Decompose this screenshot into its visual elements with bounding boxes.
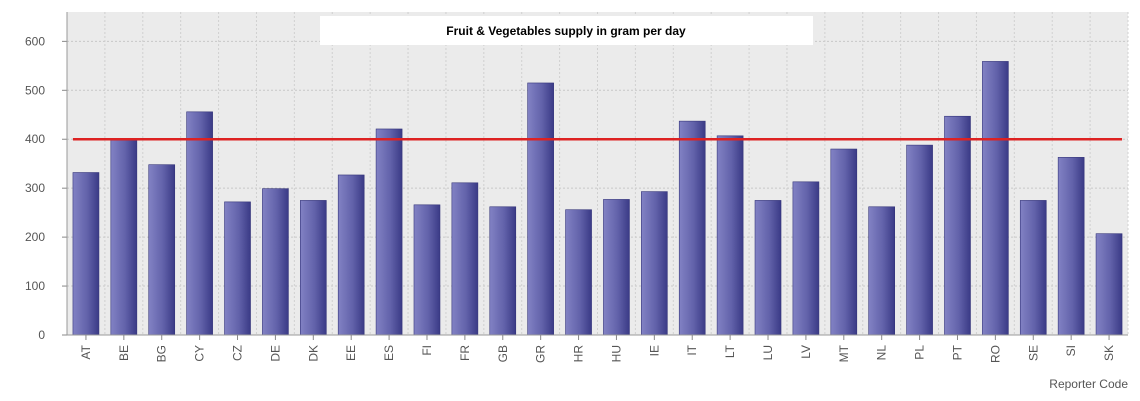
y-tick-label: 600 xyxy=(25,34,45,48)
x-tick-label: PT xyxy=(950,344,964,360)
bar-lu[interactable] xyxy=(754,200,782,336)
bar-dk[interactable] xyxy=(300,200,327,336)
bar-fi[interactable] xyxy=(413,204,441,336)
x-tick-label: FR xyxy=(458,345,472,361)
y-tick-label: 500 xyxy=(25,83,45,97)
x-tick-label: CZ xyxy=(231,345,245,361)
x-tick-label: BG xyxy=(155,345,169,362)
bar-it[interactable] xyxy=(678,120,706,336)
bar-ro[interactable] xyxy=(982,61,1009,336)
bar-cy[interactable] xyxy=(186,111,213,336)
bar-gr[interactable] xyxy=(527,82,554,336)
bar-de[interactable] xyxy=(262,188,289,336)
bar-hr[interactable] xyxy=(565,209,592,336)
x-tick-label: DK xyxy=(306,345,320,362)
y-tick-label: 0 xyxy=(38,328,45,342)
x-tick-label: NL xyxy=(875,345,889,361)
x-tick-label: PL xyxy=(913,345,927,360)
x-tick-label: HU xyxy=(609,345,623,362)
bar-pl[interactable] xyxy=(906,144,933,336)
x-tick-label: EE xyxy=(344,345,358,361)
x-tick-label: SK xyxy=(1102,345,1116,361)
bar-se[interactable] xyxy=(1019,200,1047,336)
bar-es[interactable] xyxy=(375,128,403,336)
title-box xyxy=(320,16,813,45)
bar-cz[interactable] xyxy=(224,201,251,336)
y-tick-label: 100 xyxy=(25,279,45,293)
bar-hu[interactable] xyxy=(603,199,630,336)
y-axis: 0 100 200 300 400 500 600 xyxy=(25,12,68,342)
x-tick-label: FI xyxy=(420,345,434,356)
x-tick-label: SE xyxy=(1026,345,1040,361)
bar-bg[interactable] xyxy=(148,164,176,336)
x-tick-label: DE xyxy=(268,345,282,362)
x-tick-label: LT xyxy=(723,344,737,358)
x-axis-label: Reporter Code xyxy=(1049,377,1128,391)
y-tick-label: 300 xyxy=(25,181,45,195)
x-tick-label: IT xyxy=(685,344,699,355)
x-tick-label: ES xyxy=(382,345,396,361)
chart-title: Fruit & Vegetables supply in gram per da… xyxy=(446,24,686,38)
bar-sk[interactable] xyxy=(1095,233,1123,336)
bar-lv[interactable] xyxy=(792,181,820,336)
x-tick-label: CY xyxy=(193,345,207,362)
y-tick-label: 400 xyxy=(25,132,45,146)
y-tick-label: 200 xyxy=(25,230,45,244)
x-tick-label: BE xyxy=(117,345,131,361)
bar-be[interactable] xyxy=(110,139,138,336)
x-tick-label: RO xyxy=(988,345,1002,363)
bar-fr[interactable] xyxy=(451,182,479,336)
x-tick-label: IE xyxy=(647,345,661,356)
x-tick-label: AT xyxy=(79,344,93,359)
x-tick-label: MT xyxy=(837,344,851,362)
x-tick-label: LU xyxy=(761,345,775,360)
bar-si[interactable] xyxy=(1057,157,1085,336)
bar-ie[interactable] xyxy=(641,191,668,336)
bar-mt[interactable] xyxy=(830,148,858,336)
x-axis: AT BE BG CY CZ DE DK EE ES FI FR GB GR HR HU IE IT LT LU LV… xyxy=(67,334,1128,363)
x-tick-label: SI xyxy=(1064,345,1078,356)
x-tick-label: GB xyxy=(496,345,510,362)
bar-ee[interactable] xyxy=(337,174,365,336)
bar-nl[interactable] xyxy=(868,206,895,336)
x-tick-label: GR xyxy=(534,345,548,363)
bar-gb[interactable] xyxy=(489,206,517,336)
x-tick-label: HR xyxy=(572,345,586,363)
bar-pt[interactable] xyxy=(944,115,971,336)
bar-lt[interactable] xyxy=(716,135,744,336)
x-tick-label: LV xyxy=(799,345,813,359)
bars xyxy=(72,61,1123,336)
bar-at[interactable] xyxy=(72,172,100,336)
